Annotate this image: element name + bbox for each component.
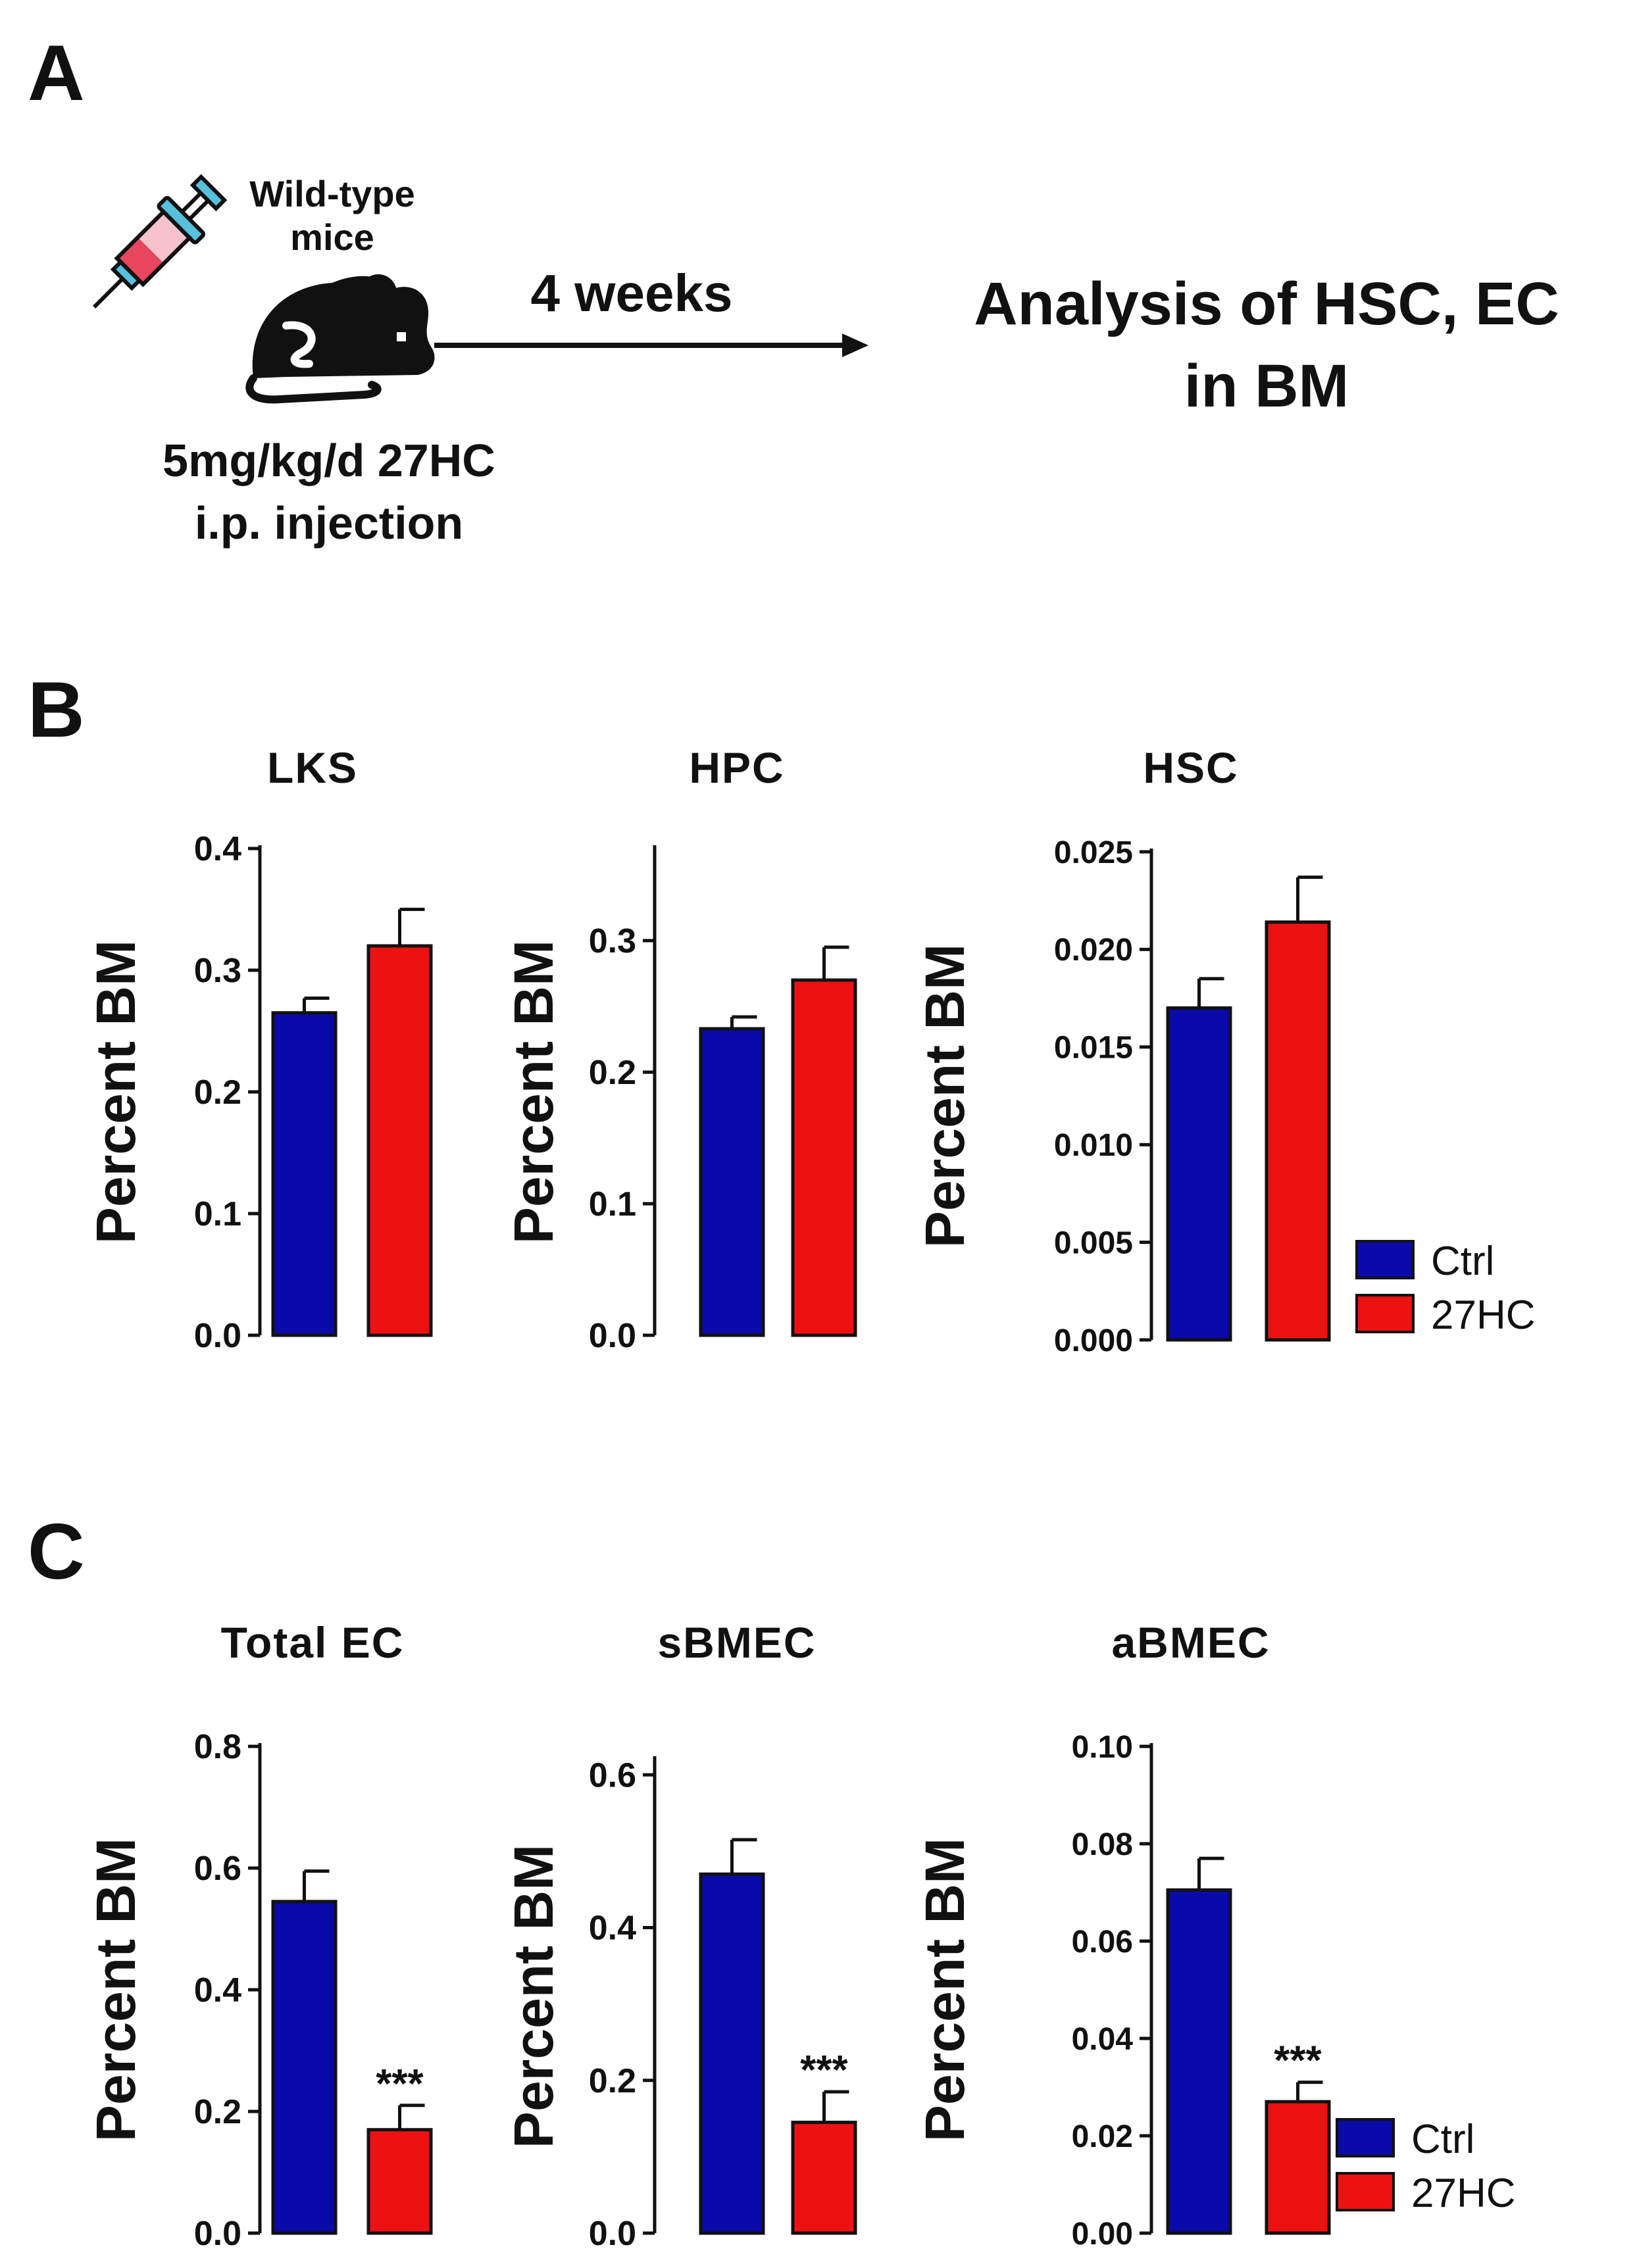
bar-ctrl xyxy=(271,1011,338,1337)
y-tick-label: 0.02 xyxy=(1072,2119,1133,2154)
bar-27hc xyxy=(791,978,857,1337)
y-tick-label: 0.1 xyxy=(194,1195,241,1233)
y-axis-label: Percent BM xyxy=(85,1838,147,2142)
y-tick-label: 0.06 xyxy=(1072,1925,1133,1960)
chart-total-ec: Total EC Percent BM 0.0 0.2 0.4 0.6 0.8 *** xyxy=(85,1618,433,2246)
syringe-icon xyxy=(92,174,228,309)
arrow-icon xyxy=(434,333,868,357)
y-tick-label: 0.2 xyxy=(194,2093,241,2131)
y-tick-label: 0.005 xyxy=(1054,1225,1133,1260)
y-tick-label: 0.4 xyxy=(194,830,241,868)
chart-title: HSC xyxy=(1143,743,1238,792)
bar-27hc xyxy=(791,2121,857,2235)
y-tick-label: 0.2 xyxy=(589,1054,636,1092)
duration-label: 4 weeks xyxy=(530,264,733,322)
y-tick-label: 0.0 xyxy=(589,2215,636,2246)
y-axis-label: Percent BM xyxy=(85,940,147,1244)
legend-swatch-27hc xyxy=(1336,2172,1395,2211)
bar-27hc xyxy=(366,2128,433,2235)
significance-label: *** xyxy=(376,2061,424,2107)
bar-27hc xyxy=(1265,2100,1331,2235)
bar-ctrl xyxy=(699,1872,765,2235)
bar-27hc xyxy=(366,944,433,1337)
bar-ctrl xyxy=(1166,1006,1232,1342)
y-tick-label: 0.0 xyxy=(194,1317,241,1355)
legend-swatch-27hc xyxy=(1355,1294,1415,1333)
chart-title: sBMEC xyxy=(657,1618,816,1667)
y-tick-label: 0.4 xyxy=(194,1971,241,2009)
y-axis-label: Percent BM xyxy=(503,940,565,1244)
chart-title: HPC xyxy=(689,743,784,792)
y-tick-label: 0.4 xyxy=(589,1910,636,1948)
y-tick-label: 0.6 xyxy=(194,1850,241,1888)
bar-ctrl xyxy=(271,1900,338,2235)
significance-label: *** xyxy=(800,2048,848,2093)
bar-ctrl xyxy=(1166,1888,1232,2235)
y-tick-label: 0.08 xyxy=(1072,1827,1133,1862)
y-tick-label: 0.8 xyxy=(194,1728,241,1766)
chart-hpc: HPC Percent BM 0.0 0.1 0.2 0.3 xyxy=(503,743,857,1355)
mouse-label-line1: Wild-type xyxy=(249,173,415,214)
y-tick-label: 0.000 xyxy=(1054,1323,1133,1358)
panel-label-b: B xyxy=(28,666,85,754)
chart-hsc: HSC Percent BM 0.000 0.005 0.010 0.015 0.020 0.… xyxy=(914,743,1331,1358)
y-tick-label: 0.00 xyxy=(1072,2217,1133,2246)
legend-label-27hc: 27HC xyxy=(1411,2171,1516,2216)
y-tick-label: 0.0 xyxy=(589,1317,636,1355)
y-tick-label: 0.6 xyxy=(589,1756,636,1794)
legend-swatch-ctrl xyxy=(1336,2118,1395,2157)
legend-label-ctrl: Ctrl xyxy=(1431,1239,1495,1284)
mouse-icon xyxy=(245,274,435,404)
y-tick-label: 0.0 xyxy=(194,2215,241,2246)
y-tick-label: 0.10 xyxy=(1072,1730,1133,1765)
panel-label-a: A xyxy=(28,29,85,117)
chart-abmec: aBMEC Percent BM 0.00 0.02 0.04 0.06 0.08 0.10 *… xyxy=(914,1618,1331,2246)
y-tick-label: 0.2 xyxy=(194,1073,241,1112)
y-tick-label: 0.010 xyxy=(1054,1128,1133,1163)
y-tick-label: 0.025 xyxy=(1054,835,1133,870)
chart-lks: LKS Percent BM 0.0 0.1 0.2 0.3 0.4 xyxy=(85,743,433,1355)
y-axis-label: Percent BM xyxy=(914,944,976,1248)
significance-label: *** xyxy=(1274,2038,1322,2084)
chart-title: Total EC xyxy=(221,1618,405,1667)
chart-title: LKS xyxy=(267,743,358,792)
y-tick-label: 0.015 xyxy=(1054,1031,1133,1066)
y-tick-label: 0.1 xyxy=(589,1185,636,1223)
chart-sbmec: sBMEC Percent BM 0.0 0.2 0.4 0.6 *** xyxy=(503,1618,857,2246)
y-tick-label: 0.3 xyxy=(589,922,636,960)
chart-title: aBMEC xyxy=(1111,1618,1270,1667)
outcome-line2: in BM xyxy=(1184,353,1349,420)
mouse-label-line2: mice xyxy=(290,216,374,258)
outcome-line1: Analysis of HSC, EC xyxy=(974,270,1559,337)
legend-label-27hc: 27HC xyxy=(1431,1293,1536,1338)
y-tick-label: 0.3 xyxy=(194,952,241,990)
bar-ctrl xyxy=(699,1027,765,1337)
legend-label-ctrl: Ctrl xyxy=(1411,2117,1475,2162)
y-tick-label: 0.020 xyxy=(1054,933,1133,968)
y-tick-label: 0.2 xyxy=(589,2062,636,2100)
panel-label-c: C xyxy=(28,1508,85,1596)
legend-swatch-ctrl xyxy=(1355,1240,1415,1279)
bar-27hc xyxy=(1265,920,1331,1342)
treatment-line1: 5mg/kg/d 27HC xyxy=(163,435,495,486)
y-tick-label: 0.04 xyxy=(1072,2022,1134,2057)
y-axis-label: Percent BM xyxy=(503,1844,565,2148)
y-axis-label: Percent BM xyxy=(914,1838,976,2142)
treatment-line2: i.p. injection xyxy=(194,497,464,549)
